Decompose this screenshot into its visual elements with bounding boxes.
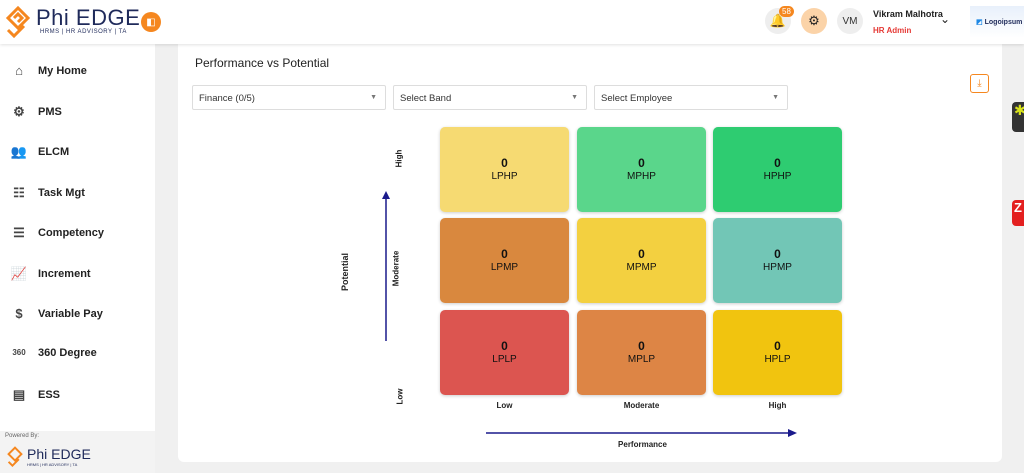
settings-button[interactable]: ⚙: [801, 8, 827, 34]
grid-cell-hplp[interactable]: 0 HPLP: [713, 310, 842, 395]
powered-by: Powered By: Phi EDGE HRMS | HR ADVISORY |…: [0, 431, 155, 473]
cell-count: 0: [638, 339, 645, 353]
cell-count: 0: [501, 156, 508, 170]
x-tick: High: [768, 401, 787, 410]
y-tick: High: [394, 149, 404, 168]
grid-cell-lplp[interactable]: 0 LPLP: [440, 310, 569, 395]
cell-count: 0: [638, 156, 645, 170]
sidebar-item-label: My Home: [38, 64, 87, 77]
sidebar-item-task-mgt[interactable]: ☷ Task Mgt: [10, 185, 85, 201]
caret-down-icon: ▼: [772, 94, 779, 101]
gear-icon: ⚙: [808, 13, 820, 28]
sidebar-item-label: Task Mgt: [38, 186, 85, 199]
x-axis-label: Performance: [618, 440, 667, 449]
sidebar-item-ess[interactable]: ▤ ESS: [10, 387, 60, 403]
sidebar-item-label: PMS: [38, 105, 62, 118]
download-icon: ⤓: [977, 78, 982, 89]
y-axis-label: Potential: [340, 252, 351, 292]
x-axis-arrow: [486, 429, 797, 437]
cell-code: HPLP: [764, 354, 791, 365]
cell-code: LPHP: [491, 171, 518, 182]
x-tick: Low: [496, 401, 513, 410]
client-logo: ◩ Logoipsum: [970, 6, 1024, 38]
cell-code: LPLP: [492, 354, 517, 365]
ess-icon: ▤: [12, 387, 26, 402]
user-role: HR Admin: [873, 26, 912, 35]
360-icon: 360: [12, 348, 26, 357]
band-select[interactable]: Select Band ▼: [393, 85, 587, 110]
dollar-icon: $: [15, 306, 23, 321]
home-icon: ⌂: [15, 63, 23, 78]
cell-code: HPMP: [763, 262, 792, 273]
sidebar-item-label: Increment: [38, 267, 91, 280]
cell-code: LPMP: [490, 262, 519, 273]
sidebar-item-elcm[interactable]: 👥 ELCM: [10, 144, 69, 160]
caret-down-icon: ▼: [571, 94, 578, 101]
download-button[interactable]: ⤓: [970, 74, 989, 93]
cell-code: HPHP: [763, 171, 792, 182]
grid-cell-mplp[interactable]: 0 MPLP: [577, 310, 706, 395]
user-name: Vikram Malhotra: [873, 9, 943, 19]
sidebar-item-label: Variable Pay: [38, 307, 103, 320]
chart-line-icon: 📈: [10, 265, 28, 281]
list-icon: ☰: [13, 225, 25, 240]
notification-badge: 58: [779, 6, 794, 17]
sidebar-item-my-home[interactable]: ⌂ My Home: [10, 63, 87, 78]
y-tick: Low: [395, 388, 405, 405]
side-widget-tab-z[interactable]: Z: [1012, 200, 1024, 226]
grid-cell-hpmp[interactable]: 0 HPMP: [713, 218, 842, 303]
cell-code: MPLP: [627, 354, 656, 365]
x-tick: Moderate: [623, 401, 660, 410]
sidebar-item-increment[interactable]: 📈 Increment: [10, 266, 91, 282]
cell-code: MPHP: [627, 171, 656, 182]
sidebar-item-label: Competency: [38, 227, 105, 239]
cell-count: 0: [774, 156, 781, 170]
employee-select[interactable]: Select Employee ▼: [594, 85, 788, 110]
grid-cell-hphp[interactable]: 0 HPHP: [713, 127, 842, 212]
users-icon: 👥: [10, 144, 28, 159]
y-axis-arrow: [382, 191, 390, 341]
cell-count: 0: [774, 339, 781, 353]
brand-logo[interactable]: Phi EDGE HRMS | HR ADVISORY | TA: [4, 4, 140, 38]
page-title: Performance vs Potential: [195, 56, 330, 70]
sidebar-item-label: ELCM: [38, 146, 70, 158]
cell-count: 0: [501, 339, 508, 353]
phi-edge-logo-icon: [5, 5, 31, 38]
sidebar-toggle-button[interactable]: ◧: [141, 12, 161, 32]
sidebar-item-label: ESS: [38, 389, 61, 401]
department-select[interactable]: Finance (0/5) ▼: [192, 85, 386, 110]
avatar[interactable]: VM: [837, 8, 863, 34]
cell-count: 0: [501, 247, 508, 261]
sidebar-item-360-degree[interactable]: 360 360 Degree: [10, 346, 97, 359]
grid-cell-lpmp[interactable]: 0 LPMP: [440, 218, 569, 303]
cell-count: 0: [774, 247, 781, 261]
chevron-down-icon[interactable]: ⌄: [940, 12, 951, 26]
grid-cell-mpmp[interactable]: 0 MPMP: [577, 218, 706, 303]
phi-edge-logo-icon: [7, 446, 23, 467]
task-icon: ☷: [13, 184, 25, 200]
side-widget-tab[interactable]: ✱: [1012, 102, 1024, 132]
sidebar-item-variable-pay[interactable]: $ Variable Pay: [10, 306, 103, 321]
caret-down-icon: ▼: [370, 94, 377, 101]
top-header: Phi EDGE HRMS | HR ADVISORY | TA ◧ 🔔 58 ⚙…: [0, 0, 1024, 44]
logoipsum-icon: ◩: [976, 19, 983, 26]
performance-potential-card: Performance vs Potential ⤓ Finance (0/5)…: [178, 44, 1002, 462]
sidebar: ⌂ My Home ⚙ PMS 👥 ELCM ☷ Task Mgt ☰ Competency 📈 In…: [0, 44, 155, 473]
sidebar-item-pms[interactable]: ⚙ PMS: [10, 104, 62, 120]
cell-count: 0: [638, 247, 645, 261]
grid-cell-mphp[interactable]: 0 MPHP: [577, 127, 706, 212]
pms-icon: ⚙: [13, 103, 25, 119]
sidebar-item-label: 360 Degree: [38, 346, 97, 359]
sidebar-item-competency[interactable]: ☰ Competency: [10, 225, 104, 241]
cell-code: MPMP: [626, 262, 657, 273]
grid-cell-lphp[interactable]: 0 LPHP: [440, 127, 569, 212]
